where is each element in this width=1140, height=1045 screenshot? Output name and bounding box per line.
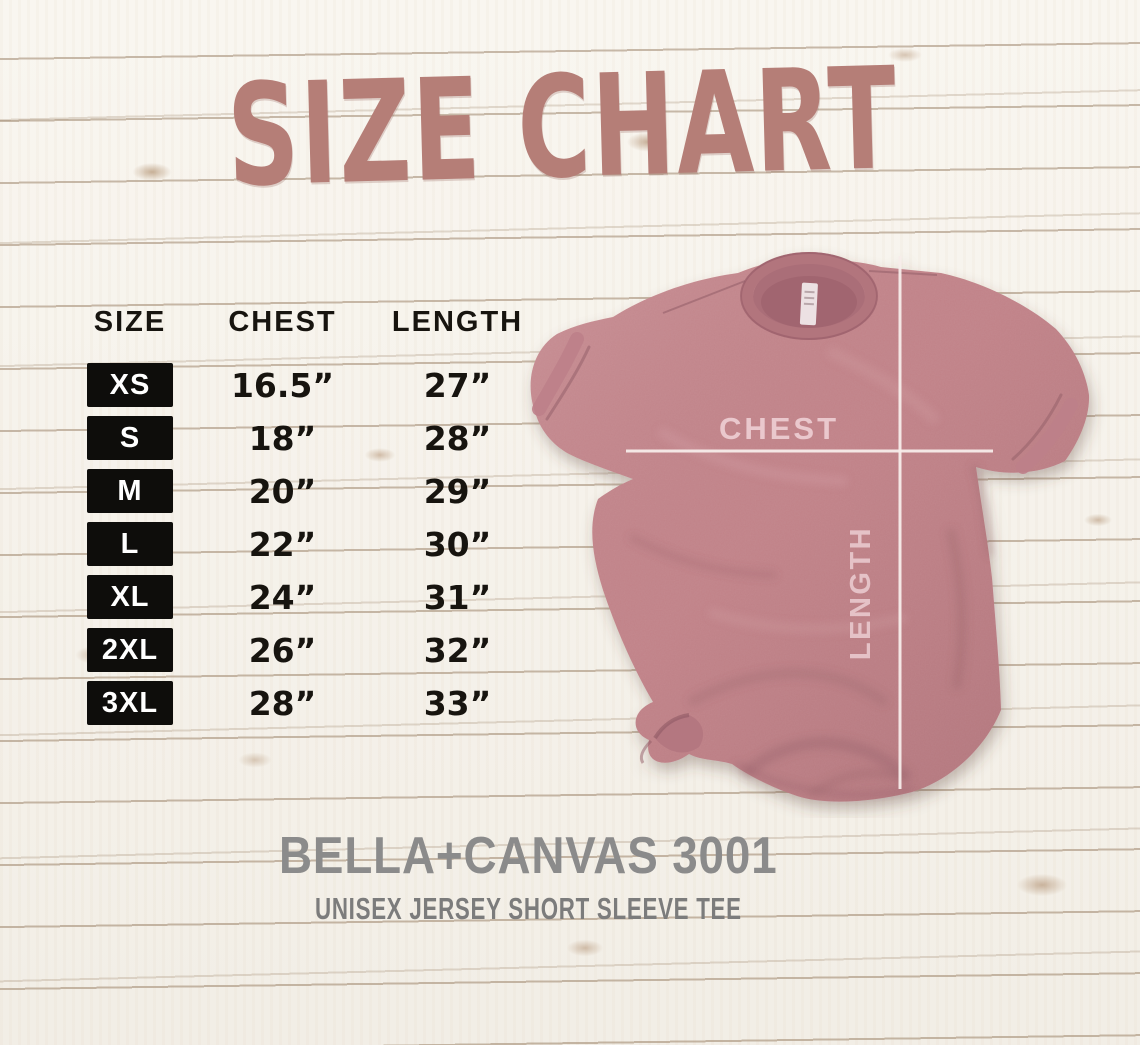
chest-value: 24” [248, 577, 317, 617]
chest-value: 16.5” [230, 365, 335, 405]
size-row: XL 24” 31” [60, 575, 560, 619]
neck-tag [799, 282, 818, 326]
length-value: 33” [423, 683, 492, 723]
subtitle-row: UNISEX JERSEY SHORT SLEEVE TEE [0, 891, 1056, 927]
page-title: SIZE CHART [224, 36, 900, 219]
size-row: S 18” 28” [60, 416, 560, 460]
size-row: 3XL 28” 33” [60, 681, 560, 725]
chest-value: 28” [248, 683, 317, 723]
tshirt-photo: CHEST LENGTH [530, 252, 1090, 802]
chest-value: 20” [248, 471, 317, 511]
length-value: 31” [423, 577, 492, 617]
product-subtitle: UNISEX JERSEY SHORT SLEEVE TEE [314, 891, 742, 926]
column-header-length: LENGTH [391, 306, 524, 338]
chest-value: 26” [248, 630, 317, 670]
chest-value: 18” [248, 418, 317, 458]
size-badge: S [87, 416, 173, 460]
size-row: 2XL 26” 32” [60, 628, 560, 672]
size-table-header: SIZE CHEST LENGTH [60, 306, 560, 339]
length-value: 32” [423, 630, 492, 670]
footer: BELLA+CANVAS 3001 UNISEX JERSEY SHORT SL… [0, 826, 1056, 927]
size-badge: 3XL [87, 681, 173, 725]
length-value: 29” [423, 471, 492, 511]
chest-value: 22” [248, 524, 317, 564]
size-badge: XS [87, 363, 173, 407]
brand-name: BELLA+CANVAS 3001 [278, 827, 778, 885]
length-value: 30” [423, 524, 492, 564]
size-badge: XL [87, 575, 173, 619]
column-header-chest: CHEST [228, 306, 337, 338]
length-value: 28” [423, 418, 492, 458]
title-wrap: SIZE CHART [0, 37, 1124, 219]
size-row: M 20” 29” [60, 469, 560, 513]
size-table-body: XS 16.5” 27” S 18” 28” M 20” 29” L 22” 30” XL 24” 31” 2… [60, 363, 560, 725]
shirt-knot [639, 713, 704, 764]
tshirt-heather-texture [530, 259, 1090, 802]
size-badge: M [87, 469, 173, 513]
length-label: LENGTH [845, 526, 877, 660]
sleeve-cuffs [532, 332, 1078, 474]
length-value: 27” [423, 365, 492, 405]
brand-row: BELLA+CANVAS 3001 [0, 826, 1056, 886]
size-table: SIZE CHEST LENGTH XS 16.5” 27” S 18” 28” M 20” 2… [60, 306, 560, 734]
column-header-size: SIZE [93, 306, 167, 338]
size-badge: L [87, 522, 173, 566]
size-row: XS 16.5” 27” [60, 363, 560, 407]
chest-label: CHEST [719, 411, 839, 446]
shirt-folds [629, 347, 994, 798]
size-badge: 2XL [87, 628, 173, 672]
size-row: L 22” 30” [60, 522, 560, 566]
